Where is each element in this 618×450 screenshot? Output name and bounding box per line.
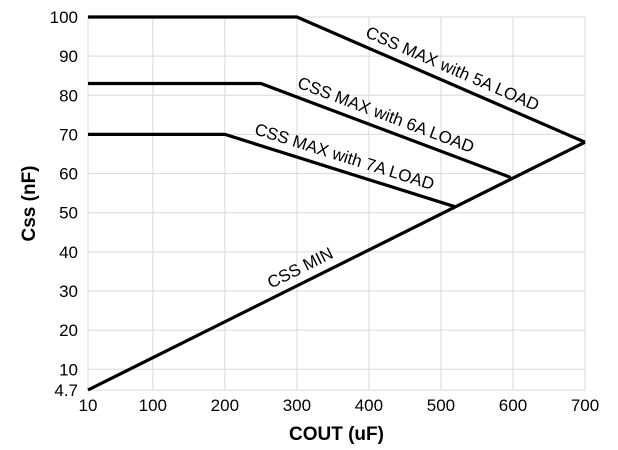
y-tick-label: 60 bbox=[59, 165, 78, 184]
series-label-1: CSS MAX with 5A LOAD bbox=[363, 23, 542, 115]
grid bbox=[87, 16, 586, 391]
y-tick-label: 100 bbox=[50, 8, 78, 27]
x-tick-label: 700 bbox=[571, 396, 599, 415]
x-tick-label: 10 bbox=[79, 396, 98, 415]
y-tick-label: 40 bbox=[59, 243, 78, 262]
x-axis-label: COUT (uF) bbox=[289, 424, 384, 445]
y-tick-label: 4.7 bbox=[54, 381, 78, 400]
y-tick-label: 90 bbox=[59, 47, 78, 66]
y-tick-labels: 4.7 10 20 30 40 50 60 70 80 90 100 bbox=[50, 8, 78, 400]
series-lines bbox=[87, 15, 586, 392]
series-line-3 bbox=[88, 132, 456, 209]
x-tick-label: 600 bbox=[499, 396, 527, 415]
y-tick-label: 10 bbox=[59, 360, 78, 379]
y-tick-label: 50 bbox=[59, 204, 78, 223]
y-tick-label: 80 bbox=[59, 86, 78, 105]
x-tick-label: 400 bbox=[355, 396, 383, 415]
x-tick-label: 200 bbox=[211, 396, 239, 415]
series-line-4 bbox=[87, 140, 586, 392]
y-tick-label: 70 bbox=[59, 125, 78, 144]
x-tick-label: 500 bbox=[427, 396, 455, 415]
series-line-1 bbox=[88, 15, 586, 144]
x-tick-labels: 10 100 200 300 400 500 600 700 bbox=[79, 396, 600, 415]
x-tick-label: 300 bbox=[283, 396, 311, 415]
series-line-2 bbox=[88, 81, 512, 179]
y-tick-label: 30 bbox=[59, 282, 78, 301]
plot-area bbox=[87, 16, 586, 391]
y-axis-label: Css (nF) bbox=[19, 166, 40, 242]
x-tick-label: 100 bbox=[139, 396, 167, 415]
y-tick-label: 20 bbox=[59, 321, 78, 340]
